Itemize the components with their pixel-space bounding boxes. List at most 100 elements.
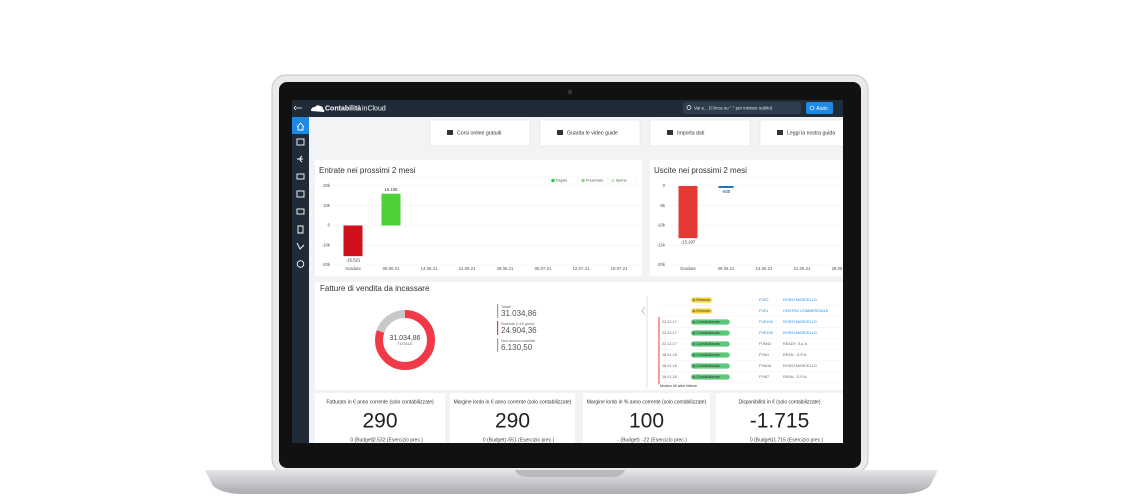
quick-link-icon — [447, 130, 453, 135]
row-name: CENTRO COMMERCIALE — [783, 309, 829, 313]
legend-box — [548, 176, 578, 185]
kpi-previous: -551 (Esercizio prec.) — [507, 437, 555, 443]
stat-value: 6.130,50 — [501, 343, 533, 352]
kpi-budget: - (Budget) — [617, 437, 640, 443]
icon-home[interactable] — [296, 122, 305, 131]
brand: Contabilità — [325, 105, 361, 112]
x-tick-label: 28.06.21 — [832, 266, 849, 271]
camera — [567, 89, 573, 95]
stat-label: Non ancora scadute — [501, 339, 535, 343]
icon-truck[interactable] — [296, 173, 305, 180]
icon-chart[interactable] — [296, 242, 305, 250]
help-button[interactable] — [806, 102, 833, 114]
legend-label: Pagate — [556, 179, 567, 183]
row-code: FVM42 — [759, 342, 771, 346]
panel — [315, 393, 445, 443]
icon-doc[interactable] — [297, 225, 304, 234]
donut-arc — [375, 310, 435, 370]
row-code: FVE105 — [759, 331, 773, 335]
status-pill — [691, 363, 730, 369]
row-date: 23.12.17 — [662, 342, 677, 346]
kpi-title: Fatturato in € anno corrente (solo conta… — [326, 399, 434, 405]
quick-link-icon — [667, 130, 673, 135]
x-tick-label: Scadute — [345, 266, 361, 271]
icon-euro[interactable] — [297, 155, 303, 163]
kpi-budget: 0 (Budget) — [483, 437, 507, 443]
status-pill — [691, 297, 713, 303]
x-tick-label: 28.06.21 — [497, 266, 514, 271]
x-tick-label: 21.06.21 — [459, 266, 476, 271]
panel — [583, 393, 710, 443]
icon-box[interactable] — [296, 138, 305, 146]
stat-bar — [497, 304, 499, 318]
row-code: FVM16 — [759, 364, 771, 368]
donut-total: 31.034,86 — [389, 335, 420, 342]
y-tick-label: -5k — [659, 203, 666, 208]
laptop-base — [205, 470, 938, 494]
sidebar-active[interactable] — [292, 117, 309, 134]
stat-value: 31.034,86 — [501, 309, 537, 318]
icon-clock[interactable] — [296, 260, 305, 268]
kpi-budget: 0 (Budget) — [750, 437, 774, 443]
x-tick-label: 21.06.21 — [794, 266, 811, 271]
legend-box — [608, 176, 638, 185]
row-date: 23.12.17 — [662, 331, 677, 335]
search-placeholder[interactable]: Vai a... (Clicca su "." per iniziare sub… — [694, 106, 773, 111]
legend-label: Aperte — [616, 179, 627, 183]
x-tick-label: 12.07.21 — [573, 266, 590, 271]
quick-link[interactable] — [649, 119, 751, 147]
row-status: Contabilizzato — [697, 342, 721, 346]
screen: Contabilità inCloud Vai a... (Clicca su … — [292, 100, 860, 443]
legend-swatch — [581, 178, 585, 183]
quick-link-icon — [777, 130, 783, 135]
row-code: FVE1 — [759, 309, 769, 313]
row-date: 23.12.17 — [662, 320, 677, 324]
icon-list[interactable] — [296, 190, 305, 198]
search-box[interactable] — [683, 102, 801, 114]
status-pill — [691, 308, 713, 314]
panel — [450, 393, 575, 443]
row-name: REAN - S.P.A. — [783, 353, 807, 357]
x-tick-label: 19.07.21 — [611, 266, 628, 271]
y-tick-label: -10k — [657, 223, 666, 228]
status-pill — [691, 374, 730, 380]
collapse-icon[interactable] — [293, 105, 302, 111]
value-label: -15.521 — [346, 257, 361, 262]
quick-link-label: Corsi online gratuiti — [457, 130, 501, 136]
chart-title: Uscite nei prossimi 2 mesi — [654, 166, 747, 175]
legend-box — [578, 176, 608, 185]
kpi-title: Margine lordo in % anno corrente (solo c… — [587, 399, 707, 405]
y-tick-label: -20k — [322, 262, 331, 267]
row-name: ROSSI MARCELLO — [783, 331, 817, 335]
search-icon — [686, 105, 692, 110]
row-date: 18.01.18 — [662, 353, 677, 357]
status-pill — [691, 352, 730, 358]
base-notch — [515, 470, 625, 477]
sidebar — [292, 117, 309, 443]
quick-link[interactable] — [759, 119, 860, 147]
value-label: -500 — [722, 189, 731, 194]
quick-link-label: Leggi la nostra guida — [787, 130, 835, 136]
icon-money[interactable] — [296, 208, 305, 215]
x-tick-label: Scadute — [680, 266, 696, 271]
sidebar-icons — [296, 122, 305, 268]
value-label: 16.105 — [384, 187, 398, 192]
bar — [718, 186, 734, 188]
quick-link-icon — [557, 130, 563, 135]
row-status: Emesse — [697, 298, 711, 302]
collapse-chevron[interactable] — [641, 306, 646, 316]
help-label[interactable]: Aiuto — [816, 106, 828, 112]
row-status: Contabilizzato — [697, 331, 721, 335]
status-pill — [691, 319, 730, 325]
y-tick-label: -10k — [322, 242, 331, 247]
stat-bar — [497, 338, 499, 352]
quick-link[interactable] — [539, 119, 641, 147]
bar — [343, 225, 363, 257]
row-date: 18.01.18 — [662, 375, 677, 379]
kpi-previous: -1.715 (Esercizio prec.) — [772, 437, 824, 443]
quick-link[interactable] — [429, 119, 531, 147]
kpi-title: Disponibilità in € (solo contabilizzate) — [739, 399, 821, 405]
row-status: Contabilizzato — [697, 320, 721, 324]
status-dot — [692, 320, 696, 324]
row-status: Contabilizzato — [697, 353, 721, 357]
